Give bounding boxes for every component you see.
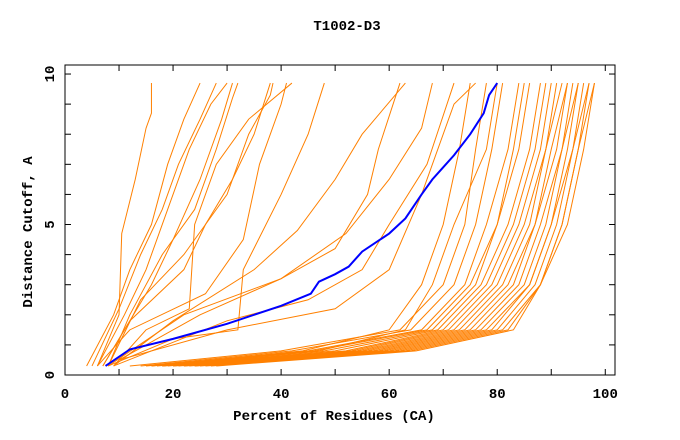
- model-curve-9: [113, 82, 293, 367]
- model-curve-29: [183, 82, 574, 367]
- model-curve-11: [108, 82, 325, 367]
- model-curve-3: [91, 82, 217, 367]
- x-tick-label: 80: [489, 387, 506, 403]
- axis-ticks: [64, 65, 615, 376]
- chart-title: T1002-D3: [313, 19, 380, 35]
- y-tick-labels: 0 5 10: [43, 66, 59, 380]
- x-tick-label: 60: [381, 387, 398, 403]
- model-curve-21: [156, 82, 531, 367]
- model-curve-28: [183, 82, 568, 367]
- y-tick-label: 10: [43, 66, 59, 83]
- model-curve-1: [96, 83, 152, 367]
- model-curve-16: [118, 82, 476, 361]
- y-axis-label: Distance Cutoff, A: [21, 156, 37, 308]
- model-curve-12: [113, 82, 406, 367]
- model-curve-27: [178, 82, 568, 367]
- model-curve-26: [173, 82, 563, 367]
- model-curve-2: [86, 82, 201, 367]
- model-curve-22: [162, 82, 541, 367]
- model-curve-38: [162, 82, 498, 367]
- model-curve-15: [113, 82, 455, 367]
- model-curve-36: [216, 82, 595, 367]
- model-curve-35: [210, 82, 595, 367]
- x-tick-label: 100: [593, 387, 618, 403]
- model-curve-18: [140, 82, 504, 367]
- model-curve-17: [129, 82, 487, 367]
- x-tick-label: 0: [61, 387, 69, 403]
- series-layer: [86, 82, 595, 367]
- model-curve-6: [107, 82, 239, 367]
- model-curve-5: [102, 82, 233, 367]
- highlighted-model-curve: [104, 82, 499, 367]
- model-curve-20: [151, 82, 525, 367]
- model-curve-30: [189, 82, 579, 367]
- plot-frame: [64, 64, 616, 376]
- y-tick-label: 0: [43, 371, 59, 379]
- x-tick-label: 40: [273, 387, 290, 403]
- model-curve-14: [107, 82, 401, 367]
- x-axis-label: Percent of Residues (CA): [233, 409, 435, 425]
- x-tick-labels: 0 20 40 60 80 100: [61, 387, 618, 403]
- model-curve-7: [102, 82, 271, 367]
- x-tick-label: 20: [165, 387, 182, 403]
- model-curve-8: [107, 82, 274, 367]
- model-curve-34: [205, 82, 590, 367]
- model-curve-10: [97, 82, 287, 367]
- model-curve-4: [96, 82, 228, 367]
- y-tick-label: 5: [43, 220, 59, 228]
- model-curve-13: [118, 82, 433, 361]
